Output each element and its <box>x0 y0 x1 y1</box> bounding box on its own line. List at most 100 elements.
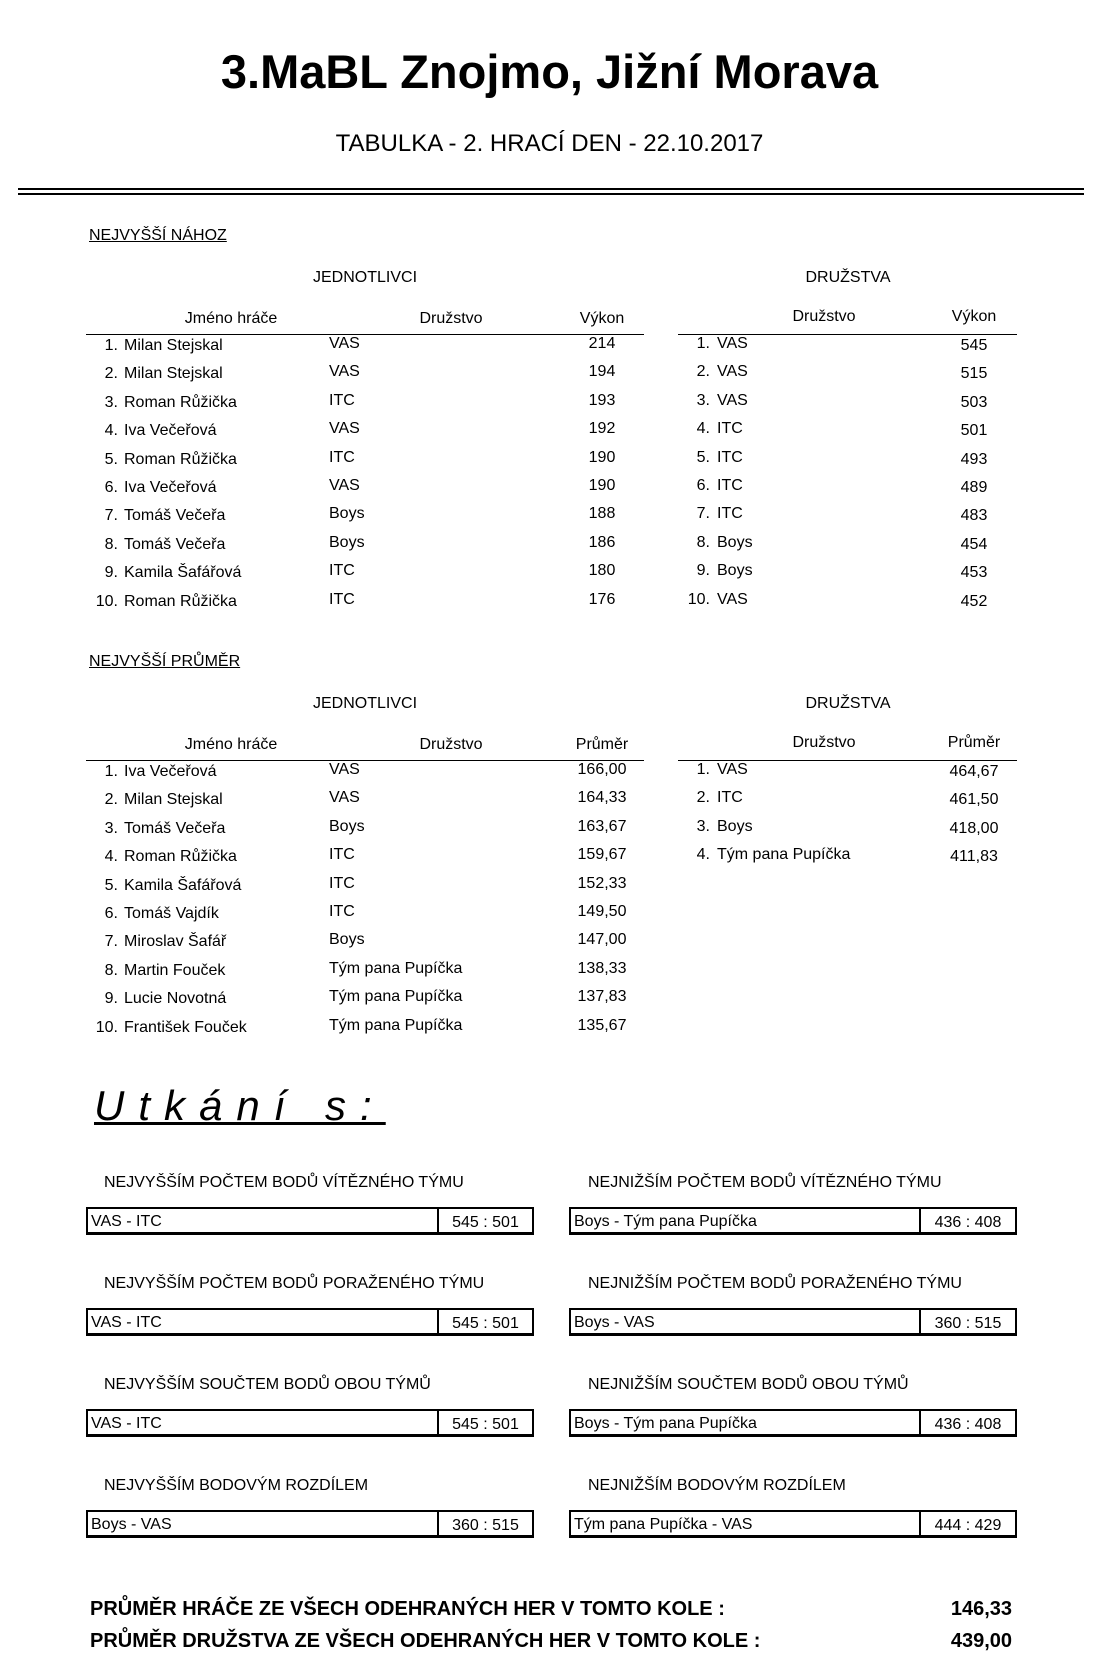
value: 190 <box>588 448 616 466</box>
player-name: Iva Večeřová <box>124 422 217 440</box>
team-name: ITC <box>329 846 355 864</box>
match-category-label: NEJVYŠŠÍM SOUČTEM BODŮ OBOU TÝMŮ <box>104 1376 431 1393</box>
player-name: Roman Růžička <box>124 848 237 866</box>
group-label-individuals: JEDNOTLIVCI <box>312 695 418 712</box>
group-label-teams: DRUŽSTVA <box>805 269 891 286</box>
table-row: 7. Tomáš Večeřa Boys 188 <box>0 505 660 531</box>
rank: 8. <box>104 961 118 979</box>
table-row: 7. ITC 483 <box>660 505 1060 531</box>
team-name: ITC <box>717 505 743 523</box>
value: 159,67 <box>577 846 627 864</box>
rank: 7. <box>696 505 710 523</box>
player-name: Iva Večeřová <box>124 479 217 496</box>
section-title: NEJVYŠŠÍ NÁHOZ <box>89 227 227 244</box>
match-result-box: Boys - Tým pana Pupíčka 436 : 408 <box>569 1207 1017 1235</box>
rank: 9. <box>104 564 118 582</box>
value: 503 <box>960 393 988 411</box>
match-score: 360 : 515 <box>437 1512 532 1535</box>
header-line <box>678 334 1017 335</box>
player-name: Tomáš Vajdík <box>124 905 219 922</box>
rank: 4. <box>104 422 118 440</box>
table-row: 1. VAS 545 <box>660 335 1060 361</box>
table-row: 5. Roman Růžička ITC 190 <box>0 448 660 475</box>
team-name: ITC <box>717 420 743 438</box>
match-score: 545 : 501 <box>437 1411 532 1434</box>
value: 545 <box>960 337 988 354</box>
match-result-box: Boys - VAS 360 : 515 <box>86 1510 534 1538</box>
match-score: 436 : 408 <box>919 1411 1015 1434</box>
player-name: Tomáš Večeřa <box>124 819 226 837</box>
rank: 3. <box>104 393 118 411</box>
table-row: 10. VAS 452 <box>660 590 1060 617</box>
player-name: Kamila Šafářová <box>124 564 242 582</box>
player-name: Iva Večeřová <box>124 763 217 780</box>
table-row: 2. ITC 461,50 <box>660 789 1060 815</box>
table-row: 4. ITC 501 <box>660 420 1060 446</box>
value: 411,83 <box>950 848 998 866</box>
team-name: ITC <box>329 590 355 608</box>
column-header: Výkon <box>951 308 997 325</box>
team-name: Tým pana Pupíčka <box>717 846 851 864</box>
column-header: Průměr <box>947 734 1001 751</box>
rank: 1. <box>696 761 710 778</box>
rank: 3. <box>696 817 710 835</box>
table-row: 6. Iva Večeřová VAS 190 <box>0 477 660 503</box>
rank: 1. <box>104 337 118 354</box>
value: 180 <box>588 562 616 580</box>
value: 464,67 <box>949 763 999 780</box>
column-header: Družstvo <box>419 736 483 753</box>
team-name: ITC <box>329 874 355 892</box>
match-score: 444 : 429 <box>919 1512 1015 1535</box>
value: 493 <box>960 450 988 468</box>
team-name: Boys <box>329 817 365 835</box>
rank: 5. <box>104 450 118 468</box>
match-teams: VAS - ITC <box>91 1314 162 1331</box>
table-row: 4. Tým pana Pupíčka 411,83 <box>660 846 1060 872</box>
rank: 5. <box>696 448 710 466</box>
table-row: 9. Kamila Šafářová ITC 180 <box>0 562 660 588</box>
team-name: Boys <box>717 562 753 580</box>
value: 190 <box>588 477 616 494</box>
team-name: Tým pana Pupíčka <box>329 988 463 1006</box>
match-teams: Boys - Tým pana Pupíčka <box>574 1213 757 1230</box>
table-row: 8. Boys 454 <box>660 534 1060 560</box>
match-teams: Boys - Tým pana Pupíčka <box>574 1415 757 1432</box>
match-result-box: VAS - ITC 545 : 501 <box>86 1308 534 1336</box>
team-name: VAS <box>329 420 360 438</box>
page-title: 3.MaBL Znojmo, Jižní Morava <box>220 45 879 98</box>
team-name: Tým pana Pupíčka <box>329 1016 463 1034</box>
value: 137,83 <box>577 988 627 1006</box>
rank: 6. <box>696 477 710 494</box>
team-name: VAS <box>717 590 748 608</box>
value: 152,33 <box>577 874 627 892</box>
team-name: VAS <box>329 363 360 381</box>
rank: 2. <box>696 363 710 381</box>
page-subtitle: TABULKA - 2. HRACÍ DEN - 22.10.2017 <box>335 130 764 157</box>
summary-value: 146,33 <box>950 1598 1012 1620</box>
value: 188 <box>588 505 616 523</box>
divider <box>18 193 1084 195</box>
summary-value: 439,00 <box>950 1630 1012 1652</box>
table-row: 5. Kamila Šafářová ITC 152,33 <box>0 874 660 901</box>
table-row: 3. Boys 418,00 <box>660 817 1060 844</box>
match-score: 360 : 515 <box>919 1310 1015 1333</box>
player-name: Kamila Šafářová <box>124 876 242 894</box>
match-score: 436 : 408 <box>919 1209 1015 1232</box>
match-result-box: Boys - Tým pana Pupíčka 436 : 408 <box>569 1409 1017 1437</box>
value: 176 <box>588 590 616 608</box>
match-teams: Boys - VAS <box>574 1314 655 1331</box>
rank: 9. <box>104 990 118 1008</box>
rank: 4. <box>696 420 710 438</box>
team-name: Boys <box>329 505 365 523</box>
player-name: Milan Stejskal <box>124 337 223 354</box>
value: 135,67 <box>577 1016 627 1034</box>
team-name: Boys <box>329 533 365 551</box>
group-label-individuals: JEDNOTLIVCI <box>312 269 418 286</box>
match-category-label: NEJNIŽŠÍM POČTEM BODŮ VÍTĚZNÉHO TÝMU <box>588 1174 942 1191</box>
match-category-label: NEJVYŠŠÍM BODOVÝM ROZDÍLEM <box>104 1477 369 1494</box>
rank: 6. <box>104 479 118 496</box>
table-row: 7. Miroslav Šafář Boys 147,00 <box>0 931 660 957</box>
table-row: 2. Milan Stejskal VAS 164,33 <box>0 789 660 815</box>
value: 501 <box>960 422 988 440</box>
table-row: 10. František Fouček Tým pana Pupíčka 135,6… <box>0 1016 660 1043</box>
